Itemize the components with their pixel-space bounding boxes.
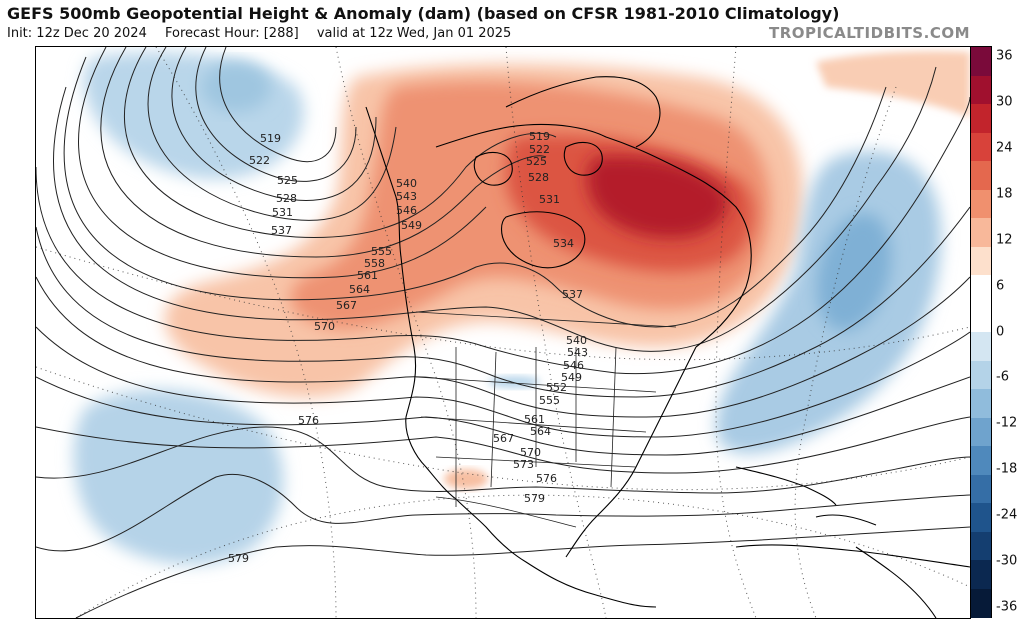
contour-label-549-west: 549 [401, 219, 422, 232]
negative-anomaly-northwest-core [201, 62, 271, 112]
contour-label-561-west: 561 [357, 269, 378, 282]
colorbar-segment [971, 47, 991, 76]
borders [415, 311, 677, 528]
height-contours [36, 47, 970, 618]
source-watermark: TROPICALTIDBITS.COM [769, 24, 970, 42]
contour-label-579-east: 579 [524, 492, 545, 505]
colorbar-segment [971, 560, 991, 589]
graticule [36, 47, 970, 618]
positive-anomaly-northeast [816, 51, 970, 118]
colorbar-segment [971, 531, 991, 561]
map-subtitle: Init: 12z Dec 20 2024 Forecast Hour: [28… [7, 26, 525, 41]
colorbar-segment [971, 161, 991, 190]
contour-label-564-east: 564 [530, 425, 551, 438]
contour-label-540-east: 540 [566, 334, 587, 347]
contour-label-570-east: 570 [520, 446, 541, 459]
colorbar-segment [971, 189, 991, 219]
contour-label-555-east: 555 [539, 394, 560, 407]
contour-label-543-west: 543 [396, 190, 417, 203]
positive-anomaly-mexico [444, 469, 488, 489]
colorbar-segment [971, 104, 991, 133]
contour-label-576-west: 576 [298, 414, 319, 427]
colorbar-segment [971, 360, 991, 390]
contour-labels: 519 522 525 528 531 537 540 543 546 549 … [228, 130, 588, 565]
colorbar-tick-label: 0 [996, 324, 1005, 339]
init-time: Init: 12z Dec 20 2024 [7, 26, 147, 41]
colorbar-segment [971, 446, 991, 475]
anomaly-colorbar [970, 46, 992, 618]
colorbar-segment [971, 588, 991, 618]
colorbar-tick-label: 12 [996, 232, 1013, 248]
contour-label-558-west: 558 [364, 257, 385, 270]
contour-label-561-east: 561 [524, 413, 545, 426]
contour-label-519-west: 519 [260, 132, 281, 145]
contour-label-540-west: 540 [396, 177, 417, 190]
colorbar-segment [971, 303, 991, 333]
valid-time: valid at 12z Wed, Jan 01 2025 [316, 26, 512, 41]
colorbar-tick-label: -30 [996, 553, 1018, 569]
colorbar-segment [971, 503, 991, 532]
colorbar-segment [971, 75, 991, 105]
contour-label-549-east: 549 [561, 371, 582, 384]
colorbar-tick-label: -36 [996, 599, 1018, 615]
contour-label-525-east: 525 [526, 155, 547, 168]
contour-label-519-east: 519 [529, 130, 550, 143]
colorbar-tick-label: -6 [996, 369, 1009, 385]
contour-label-546-west: 546 [396, 204, 417, 217]
contour-label-531-east: 531 [539, 193, 560, 206]
colorbar-tick-label: -24 [996, 507, 1018, 523]
contour-label-546-east: 546 [563, 359, 584, 372]
negative-anomaly-atlantic-core [816, 213, 892, 331]
colorbar-segment [971, 246, 991, 276]
contour-label-528-west: 528 [276, 192, 297, 205]
contour-label-534-east: 534 [553, 237, 574, 250]
negative-anomaly-pacific [73, 389, 284, 565]
contour-label-570-west: 570 [314, 320, 335, 333]
contour-label-564-west: 564 [349, 283, 370, 296]
contour-label-567-east: 567 [493, 432, 514, 445]
forecast-hour: Forecast Hour: [288] [164, 26, 299, 41]
map-title: GEFS 500mb Geopotential Height & Anomaly… [7, 4, 840, 23]
colorbar-tick-label: -18 [996, 461, 1018, 477]
colorbar-segment [971, 417, 991, 447]
colorbar-tick-label: -12 [996, 415, 1018, 431]
coastlines [365, 76, 970, 618]
contour-label-531-west: 531 [272, 206, 293, 219]
colorbar-tick-label: 30 [996, 94, 1013, 110]
colorbar-tick-label: 36 [996, 48, 1013, 64]
contour-label-525-west: 525 [277, 174, 298, 187]
contour-label-579-west: 579 [228, 552, 249, 565]
map-svg: 519 522 525 528 531 537 540 543 546 549 … [36, 47, 970, 618]
colorbar-segment [971, 332, 991, 361]
map-panel: 519 522 525 528 531 537 540 543 546 549 … [35, 46, 971, 619]
contour-label-576-east: 576 [536, 472, 557, 485]
colorbar-tick-label: 6 [996, 278, 1005, 294]
colorbar-segment [971, 389, 991, 418]
contour-label-522-east: 522 [529, 143, 550, 156]
negative-anomaly-northwest [83, 52, 304, 180]
contour-label-522-west: 522 [249, 154, 270, 167]
colorbar-segment [971, 474, 991, 504]
contour-label-528-east: 528 [528, 171, 549, 184]
contour-label-555-west: 555 [371, 245, 392, 258]
contour-label-567-west: 567 [336, 299, 357, 312]
contour-label-537-west: 537 [271, 224, 292, 237]
colorbar-tick-label: 24 [996, 140, 1013, 156]
contour-label-543-east: 543 [567, 346, 588, 359]
contour-label-552-east: 552 [546, 381, 567, 394]
contour-label-537-east: 537 [562, 288, 583, 301]
colorbar-segment [971, 218, 991, 247]
colorbar-segment [971, 132, 991, 162]
colorbar-segment [971, 275, 991, 304]
contour-label-573-east: 573 [513, 458, 534, 471]
anomaly-shading [73, 51, 970, 565]
colorbar-tick-label: 18 [996, 186, 1013, 202]
